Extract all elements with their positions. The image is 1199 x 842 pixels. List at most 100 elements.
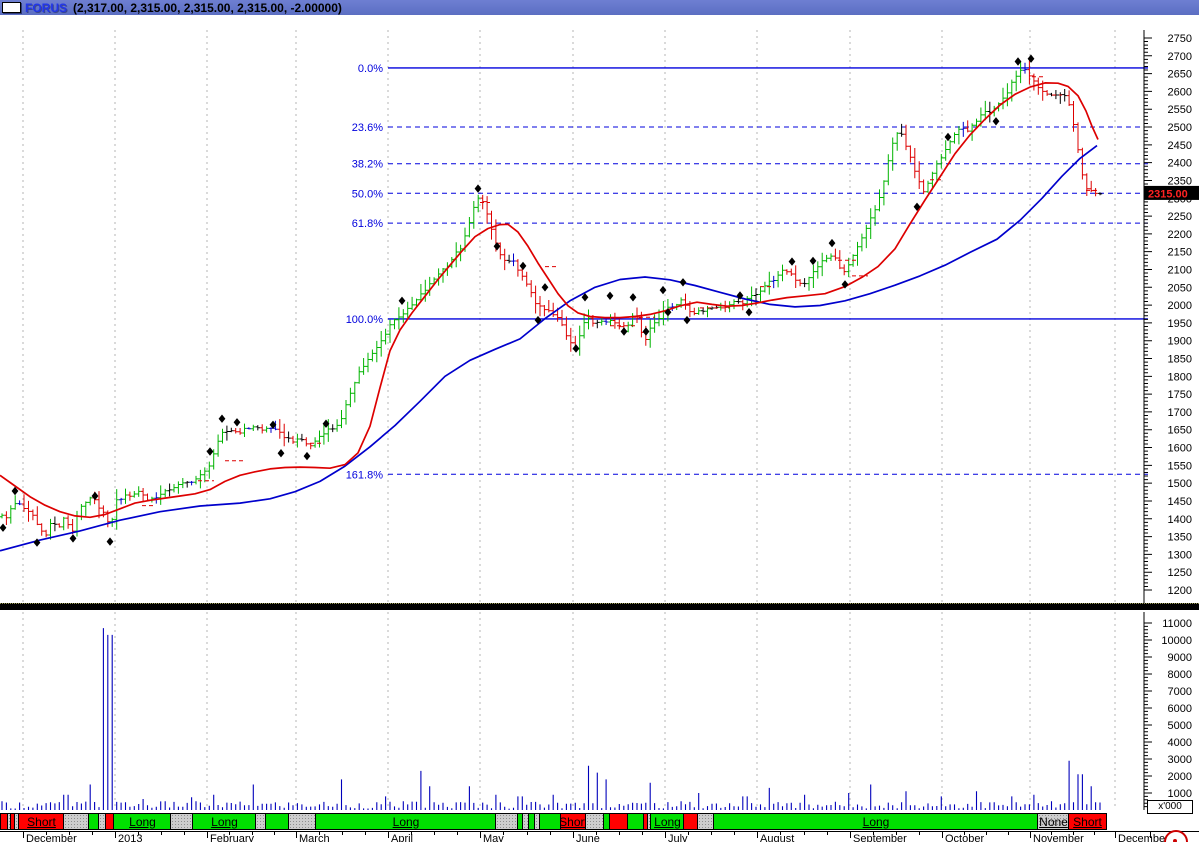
month-tick	[873, 832, 874, 835]
month-axis: December 2013 February March April May June Jul…	[0, 830, 1199, 842]
volume-axis-label: 6000	[1168, 703, 1192, 715]
price-axis-minor-ticks	[1144, 41, 1148, 587]
month-tick	[919, 832, 920, 835]
fib-label: 50.0%	[352, 188, 383, 200]
ribbon-segment-long: Long	[650, 813, 685, 830]
month-tick	[207, 832, 208, 838]
expert-advisor-ribbon: Short Long Long Long Short Long Long None Short	[0, 813, 1150, 830]
month-tick	[734, 832, 735, 835]
price-axis-label: 2250	[1168, 211, 1192, 223]
fib-label: 38.2%	[352, 159, 383, 171]
month-tick	[23, 832, 24, 838]
price-axis-label: 1350	[1168, 532, 1192, 544]
fib-label: 23.6%	[352, 122, 383, 134]
price-bars-up	[0, 62, 1023, 540]
ribbon-segment-label: Long	[654, 814, 681, 829]
month-tick	[1030, 832, 1031, 838]
volume-bars	[1, 628, 1101, 810]
price-bars-down	[4, 60, 1098, 538]
volume-axis-label: 3000	[1168, 754, 1192, 766]
price-axis-label: 1750	[1168, 389, 1192, 401]
month-tick	[1073, 832, 1074, 835]
month-tick	[457, 832, 458, 835]
ribbon-segment-label: Long	[129, 814, 156, 829]
price-tag-box	[1144, 185, 1199, 200]
ribbon-segment-long: Long	[315, 813, 497, 830]
ribbon-segment-label: None	[1039, 814, 1068, 829]
month-tick	[46, 832, 47, 835]
fib-label: 100.0%	[346, 314, 384, 326]
month-label: July	[668, 833, 688, 842]
price-axis-label: 1500	[1168, 478, 1192, 490]
price-axis-label: 2450	[1168, 140, 1192, 152]
month-label: October	[945, 833, 985, 842]
diamond-markers	[0, 54, 1035, 547]
price-axis-label: 1700	[1168, 407, 1192, 419]
month-label: November	[1033, 833, 1084, 842]
fib-label: 161.8%	[346, 469, 384, 481]
volume-axis-major-ticks	[1144, 622, 1152, 794]
ribbon-segment-long: Long	[113, 813, 172, 830]
month-tick	[342, 832, 343, 835]
window-title-bar[interactable]: FORUS (2,317.00, 2,315.00, 2,315.00, 2,3…	[0, 0, 1199, 15]
price-axis-label: 2100	[1168, 264, 1192, 276]
month-tick	[573, 832, 574, 838]
month-tick	[619, 832, 620, 835]
month-label: May	[483, 833, 504, 842]
ribbon-segment-label: Long	[211, 814, 238, 829]
month-label: August	[760, 833, 795, 842]
ribbon-segment-label: Short	[1073, 814, 1102, 829]
ribbon-segment-short: Short	[560, 813, 587, 830]
fib-label: 0.0%	[358, 63, 383, 75]
volume-axis-label: 8000	[1168, 669, 1192, 681]
volume-axis-label: 5000	[1168, 720, 1192, 732]
price-axis-label: 1800	[1168, 371, 1192, 383]
volume-axis-label: 9000	[1168, 652, 1192, 664]
ribbon-segment-long: Long	[192, 813, 257, 830]
price-axis-label: 2000	[1168, 300, 1192, 312]
month-tick	[480, 832, 481, 838]
price-axis-label: 1300	[1168, 549, 1192, 561]
ribbon-segment-none	[288, 813, 317, 830]
ribbon-segment-none	[255, 813, 267, 830]
ribbon-segment-short	[609, 813, 629, 830]
panel-splitter[interactable]	[0, 603, 1199, 610]
price-axis-label: 2150	[1168, 247, 1192, 259]
month-tick	[69, 832, 70, 835]
month-tick	[365, 832, 366, 835]
month-tick	[1115, 832, 1116, 838]
price-axis-label: 2500	[1168, 122, 1192, 134]
price-axis-label: 2200	[1168, 229, 1192, 241]
month-label: February	[210, 833, 255, 842]
price-axis-label: 1850	[1168, 354, 1192, 366]
price-axis-label: 2550	[1168, 104, 1192, 116]
fib-label: 61.8%	[352, 218, 383, 230]
month-tick	[434, 832, 435, 835]
month-gridlines	[22, 30, 1116, 810]
ribbon-segment-none	[585, 813, 605, 830]
month-tick	[827, 832, 828, 835]
volume-axis-label: 10000	[1161, 635, 1192, 647]
month-tick	[274, 832, 275, 835]
month-tick	[665, 832, 666, 838]
window-menu-icon[interactable]	[2, 2, 21, 13]
price-axis-major-ticks	[1144, 37, 1152, 591]
title-ohlc-values: (2,317.00, 2,315.00, 2,315.00, 2,315.00,…	[73, 0, 342, 15]
month-tick	[184, 832, 185, 835]
month-tick	[388, 832, 389, 838]
ribbon-segment-label: Short	[27, 814, 56, 829]
month-tick	[115, 832, 116, 838]
month-tick	[550, 832, 551, 835]
month-tick	[850, 832, 851, 838]
ribbon-segment-long: Long	[713, 813, 1039, 830]
month-label: September	[853, 833, 907, 842]
price-axis-label: 2700	[1168, 51, 1192, 63]
month-label: June	[576, 833, 600, 842]
month-tick	[1051, 832, 1052, 835]
ribbon-segment-label: Short	[560, 814, 587, 829]
month-label: March	[299, 833, 330, 842]
month-tick	[1008, 832, 1009, 835]
month-tick	[896, 832, 897, 835]
price-axis-label: 1950	[1168, 318, 1192, 330]
